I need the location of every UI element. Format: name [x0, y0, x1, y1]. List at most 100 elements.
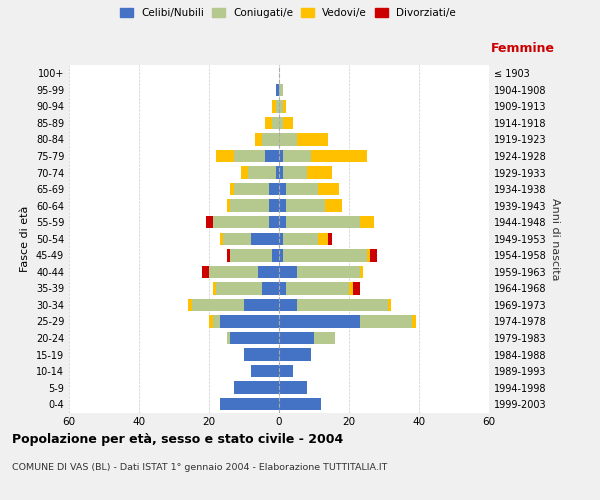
- Bar: [191, 298, 244, 311]
- Bar: [279, 398, 321, 410]
- Bar: [223, 232, 251, 245]
- Bar: [220, 316, 279, 328]
- Bar: [359, 266, 363, 278]
- Bar: [205, 216, 212, 228]
- Bar: [251, 365, 279, 378]
- Bar: [279, 100, 283, 112]
- Bar: [279, 298, 296, 311]
- Bar: [283, 166, 307, 179]
- Bar: [269, 183, 279, 196]
- Bar: [317, 232, 328, 245]
- Text: Femmine: Femmine: [491, 42, 554, 54]
- Bar: [227, 332, 230, 344]
- Bar: [286, 216, 359, 228]
- Bar: [230, 332, 279, 344]
- Bar: [230, 183, 233, 196]
- Bar: [279, 266, 296, 278]
- Bar: [367, 249, 370, 262]
- Bar: [279, 282, 286, 294]
- Bar: [227, 249, 230, 262]
- Bar: [233, 183, 269, 196]
- Bar: [283, 116, 293, 129]
- Bar: [254, 134, 262, 145]
- Bar: [279, 348, 311, 361]
- Bar: [269, 216, 279, 228]
- Bar: [296, 266, 359, 278]
- Bar: [370, 249, 377, 262]
- Bar: [233, 150, 265, 162]
- Bar: [359, 216, 373, 228]
- Bar: [275, 84, 279, 96]
- Bar: [251, 232, 279, 245]
- Bar: [279, 216, 286, 228]
- Bar: [286, 200, 325, 212]
- Bar: [359, 316, 412, 328]
- Bar: [227, 200, 230, 212]
- Bar: [244, 298, 279, 311]
- Bar: [311, 150, 367, 162]
- Bar: [272, 100, 275, 112]
- Bar: [216, 150, 233, 162]
- Bar: [317, 183, 338, 196]
- Bar: [279, 332, 314, 344]
- Bar: [216, 282, 262, 294]
- Bar: [325, 200, 342, 212]
- Bar: [307, 166, 331, 179]
- Bar: [279, 183, 286, 196]
- Bar: [209, 266, 258, 278]
- Y-axis label: Fasce di età: Fasce di età: [20, 206, 30, 272]
- Bar: [244, 348, 279, 361]
- Bar: [283, 100, 286, 112]
- Bar: [279, 382, 307, 394]
- Bar: [283, 249, 367, 262]
- Bar: [279, 116, 283, 129]
- Bar: [314, 332, 335, 344]
- Bar: [279, 166, 283, 179]
- Bar: [412, 316, 415, 328]
- Bar: [349, 282, 353, 294]
- Text: COMUNE DI VAS (BL) - Dati ISTAT 1° gennaio 2004 - Elaborazione TUTTITALIA.IT: COMUNE DI VAS (BL) - Dati ISTAT 1° genna…: [12, 462, 388, 471]
- Bar: [279, 232, 283, 245]
- Bar: [265, 116, 272, 129]
- Bar: [230, 200, 269, 212]
- Bar: [230, 249, 272, 262]
- Bar: [248, 166, 275, 179]
- Bar: [275, 100, 279, 112]
- Bar: [202, 266, 209, 278]
- Bar: [272, 116, 279, 129]
- Bar: [279, 200, 286, 212]
- Legend: Celibi/Nubili, Coniugati/e, Vedovi/e, Divorziati/e: Celibi/Nubili, Coniugati/e, Vedovi/e, Di…: [117, 5, 459, 21]
- Bar: [388, 298, 391, 311]
- Bar: [328, 232, 331, 245]
- Bar: [275, 166, 279, 179]
- Bar: [262, 282, 279, 294]
- Bar: [212, 282, 216, 294]
- Bar: [279, 134, 296, 145]
- Bar: [258, 266, 279, 278]
- Bar: [283, 232, 317, 245]
- Bar: [262, 134, 279, 145]
- Bar: [241, 166, 248, 179]
- Bar: [296, 134, 328, 145]
- Y-axis label: Anni di nascita: Anni di nascita: [551, 198, 560, 280]
- Bar: [233, 382, 279, 394]
- Bar: [220, 232, 223, 245]
- Bar: [220, 398, 279, 410]
- Bar: [272, 249, 279, 262]
- Bar: [279, 316, 359, 328]
- Bar: [279, 249, 283, 262]
- Bar: [188, 298, 191, 311]
- Bar: [353, 282, 359, 294]
- Bar: [279, 84, 283, 96]
- Bar: [286, 282, 349, 294]
- Bar: [279, 150, 283, 162]
- Bar: [209, 316, 212, 328]
- Bar: [269, 200, 279, 212]
- Bar: [279, 365, 293, 378]
- Bar: [212, 316, 220, 328]
- Bar: [296, 298, 388, 311]
- Text: Popolazione per età, sesso e stato civile - 2004: Popolazione per età, sesso e stato civil…: [12, 432, 343, 446]
- Bar: [286, 183, 317, 196]
- Bar: [212, 216, 269, 228]
- Bar: [283, 150, 311, 162]
